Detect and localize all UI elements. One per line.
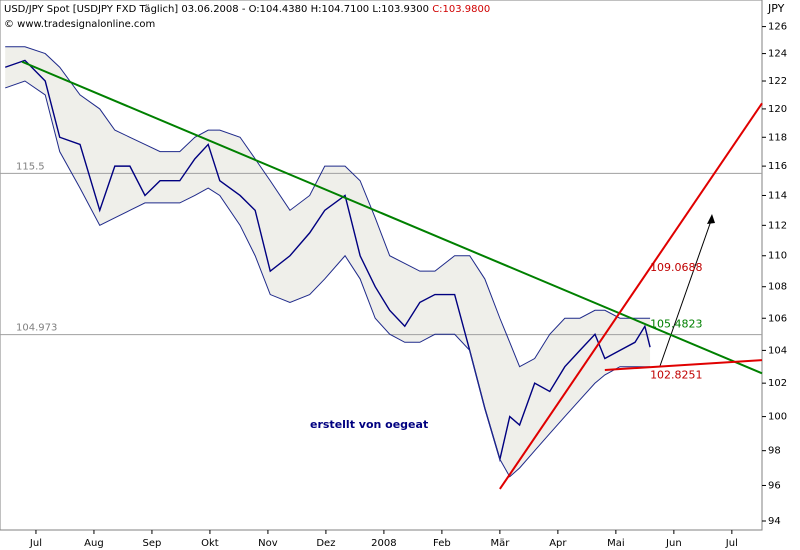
x-tick-label: Sep — [143, 538, 162, 549]
price-line — [4, 59, 651, 463]
h-line-label: 115.5 — [16, 161, 45, 172]
y-tick-label: 104 — [768, 345, 787, 356]
y-tick-label: 106 — [768, 313, 787, 324]
h-line-label: 104.973 — [16, 323, 57, 334]
y-tick-label: 98 — [768, 446, 781, 457]
x-tick-label: Aug — [84, 538, 104, 549]
y-tick-label: 122 — [768, 76, 787, 87]
chart-title: USD/JPY Spot [USDJPY FXD Täglich] 03.06.… — [4, 4, 490, 15]
x-tick-label: Okt — [201, 538, 219, 549]
x-tick-label: Jul — [29, 538, 42, 549]
x-tick-label: 2008 — [371, 538, 396, 549]
y-tick-label: 108 — [768, 282, 787, 293]
trend-line — [499, 102, 763, 490]
annotation: 105.4823 — [650, 318, 703, 331]
trend-line — [21, 60, 763, 375]
y-tick-label: 116 — [768, 161, 787, 172]
y-tick-label: 94 — [768, 516, 781, 527]
subtitle: © www.tradesignalonline.com — [4, 19, 155, 30]
y-tick-label: 110 — [768, 251, 787, 262]
x-tick-label: Jun — [665, 538, 682, 549]
y-unit: JPY — [767, 2, 785, 15]
y-tick-label: 124 — [768, 49, 787, 60]
x-tick-label: Mai — [607, 538, 625, 549]
watermark: erstellt von oegeat — [310, 418, 428, 431]
close-label: C:103.9800 — [432, 4, 490, 15]
x-tick-label: Dez — [316, 538, 335, 549]
x-tick-label: Mär — [490, 538, 510, 549]
y-tick-label: 118 — [768, 132, 787, 143]
annotation: 102.8251 — [650, 369, 703, 382]
trend-line — [604, 359, 763, 371]
y-tick-label: 100 — [768, 412, 787, 423]
y-tick-label: 112 — [768, 220, 787, 231]
band-line — [5, 80, 651, 478]
title: USD/JPY Spot [USDJPY FXD Täglich] 03.06.… — [4, 4, 429, 15]
x-tick-label: Feb — [433, 538, 451, 549]
y-tick-label: 102 — [768, 378, 787, 389]
y-tick-label: 96 — [768, 480, 781, 491]
y-tick-label: 120 — [768, 104, 787, 115]
arrow-head — [707, 214, 715, 224]
band-fill — [5, 46, 651, 477]
x-tick-label: Jul — [725, 538, 738, 549]
arrow — [659, 217, 713, 367]
y-tick-label: 126 — [768, 22, 787, 33]
x-tick-label: Apr — [549, 538, 567, 549]
annotation: 109.0688 — [650, 261, 703, 274]
band-line — [5, 46, 651, 368]
x-tick-label: Nov — [258, 538, 278, 549]
y-tick-label: 114 — [768, 190, 787, 201]
